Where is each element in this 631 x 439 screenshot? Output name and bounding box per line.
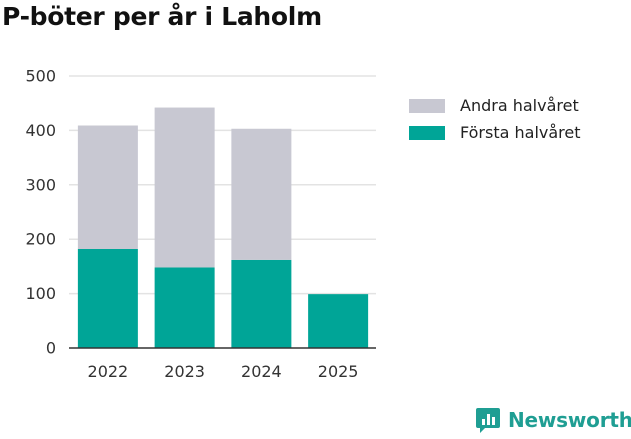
bar-2024-series-0	[231, 259, 292, 348]
y-axis-ticks: 0 100 200 300 400 500	[25, 67, 56, 358]
y-tick-label-100: 100	[25, 284, 56, 303]
bar-2025-series-0	[308, 294, 369, 348]
bar-2022-series-1	[77, 125, 138, 249]
legend-item-andra: Andra halvåret	[409, 92, 581, 119]
x-tick-label-2023: 2023	[164, 362, 205, 381]
newsworthy-logo: Newsworthy	[476, 406, 631, 434]
legend-swatch-andra	[409, 98, 445, 113]
legend: Andra halvåret Första halvåret	[409, 92, 581, 146]
y-tick-label-400: 400	[25, 121, 56, 140]
y-tick-label-500: 500	[25, 67, 56, 86]
bar-2023-series-0	[154, 267, 215, 348]
x-tick-label-2025: 2025	[318, 362, 359, 381]
bar-2023-series-1	[154, 107, 215, 268]
legend-label-forsta: Första halvåret	[460, 123, 581, 142]
chart-title: P-böter per år i Laholm	[2, 2, 322, 31]
x-axis-ticks: 2022 2023 2024 2025	[88, 362, 359, 381]
newsworthy-logo-text: Newsworthy	[508, 408, 631, 432]
bar-2024-series-1	[231, 128, 292, 260]
x-tick-label-2022: 2022	[88, 362, 129, 381]
y-tick-label-0: 0	[46, 339, 56, 358]
legend-swatch-forsta	[409, 125, 445, 140]
bar-2022-series-0	[77, 248, 138, 348]
legend-item-forsta: Första halvåret	[409, 119, 581, 146]
newsworthy-logo-icon	[476, 408, 500, 433]
legend-label-andra: Andra halvåret	[460, 96, 579, 115]
y-tick-label-200: 200	[25, 230, 56, 249]
y-tick-label-300: 300	[25, 175, 56, 194]
bars	[77, 107, 369, 348]
x-tick-label-2024: 2024	[241, 362, 282, 381]
